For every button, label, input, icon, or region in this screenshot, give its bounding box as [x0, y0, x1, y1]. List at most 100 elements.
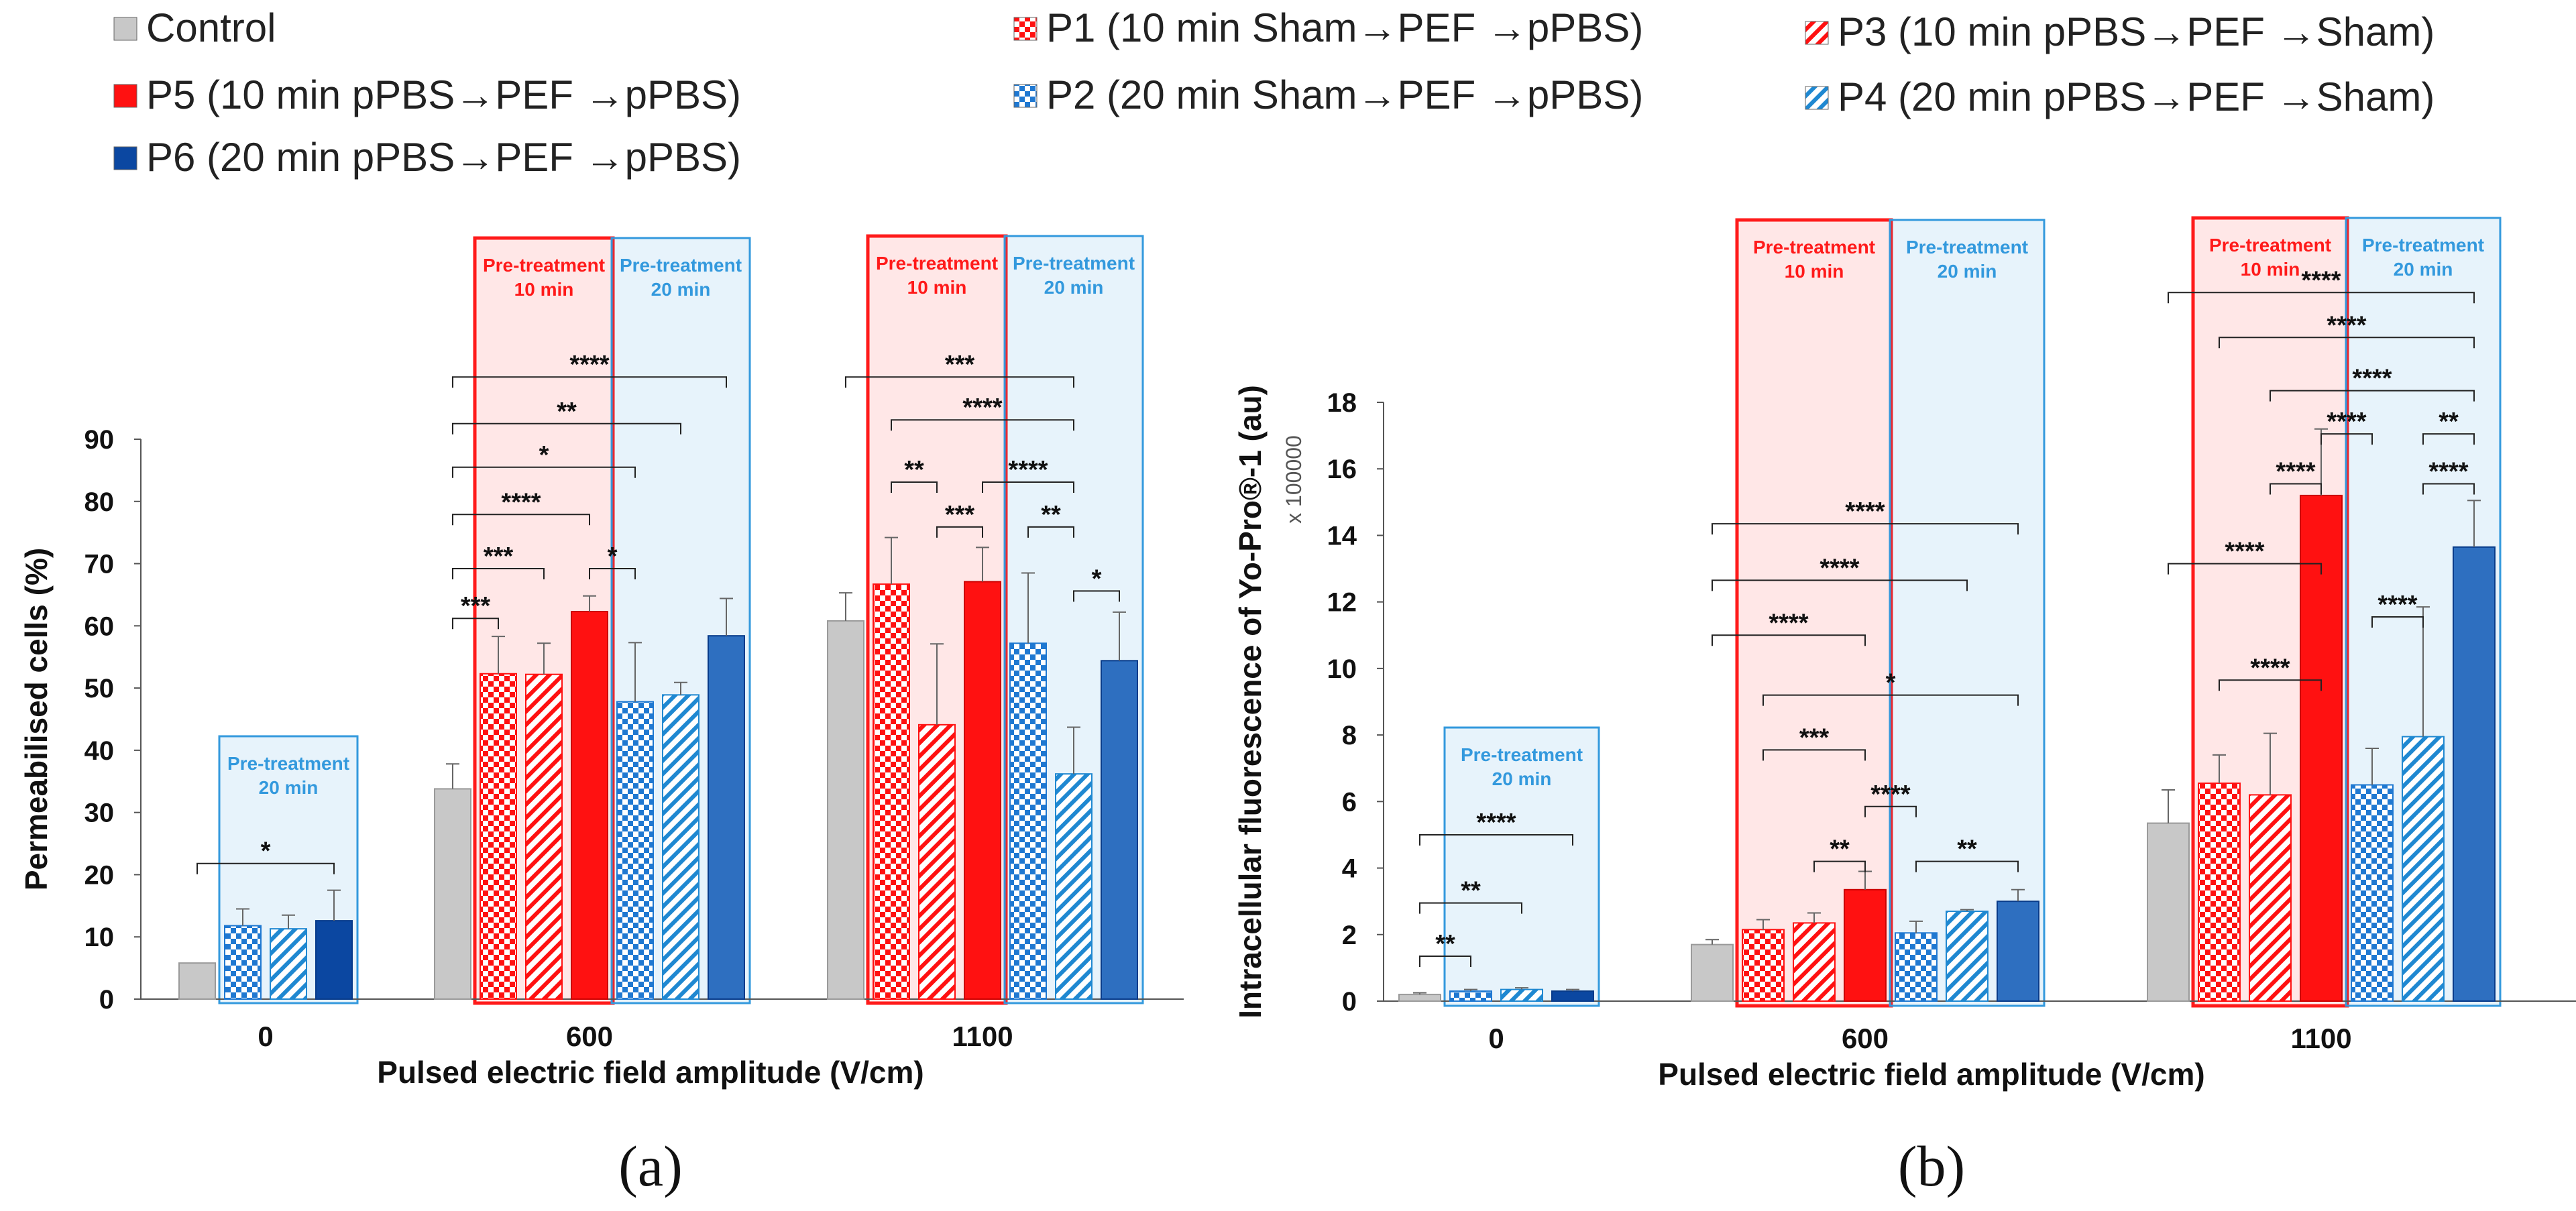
bar-p6 [1551, 990, 1594, 1002]
bar-p1 [2198, 783, 2241, 1002]
y-tick-label: 6 [1342, 787, 1357, 817]
bar-p2 [616, 701, 654, 1000]
significance-bracket [2168, 292, 2475, 304]
significance-bracket [452, 514, 590, 526]
y-tick-label: 8 [1342, 721, 1357, 750]
bar-p4 [1055, 773, 1093, 1000]
y-tick-label: 60 [85, 612, 115, 641]
pretreatment-duration: 20 min [1044, 277, 1104, 298]
significance-label: * [1092, 565, 1102, 593]
panel-label: (a) [618, 1134, 682, 1198]
legend: Control P5 (10 min pPBS→PEF →pPBS) P6 (20 … [113, 5, 2434, 180]
y-tick-label: 18 [1327, 388, 1357, 418]
pretreatment-title: Pre-treatment [227, 753, 349, 774]
legend-swatch-2 [113, 146, 137, 170]
y-tick-label: 90 [85, 425, 115, 455]
significance-bracket [2371, 616, 2424, 628]
pretreatment-title: Pre-treatment [2362, 235, 2484, 255]
significance-label: *** [484, 542, 514, 571]
pretreatment-title: Pre-treatment [483, 255, 605, 276]
pretreatment-title: Pre-treatment [2209, 235, 2331, 255]
bar-control [1398, 994, 1441, 1002]
chart-panel-a: Pre-treatment 20 min Pre-treatment 10 min Pr… [19, 234, 1184, 1198]
significance-bracket [2422, 433, 2475, 445]
significance-bracket [1419, 833, 1573, 846]
significance-bracket [2219, 679, 2322, 691]
pretreatment-title: Pre-treatment [876, 253, 998, 274]
significance-bracket [2320, 433, 2373, 445]
significance-label: ** [1830, 835, 1850, 864]
bar-p5 [2300, 494, 2343, 1002]
bar-p5 [571, 610, 608, 1000]
bar-control [1691, 943, 1734, 1002]
bar-p5 [1844, 888, 1887, 1002]
y-tick-label: 0 [1342, 987, 1357, 1017]
bar-p5 [964, 581, 1001, 1000]
significance-label: ** [1957, 835, 1977, 864]
y-axis-title: Permeabilised cells (%) [19, 548, 54, 890]
pretreatment-duration: 10 min [907, 277, 967, 298]
pretreatment-duration: 20 min [651, 279, 711, 300]
x-axis-title: Pulsed electric field amplitude (V/cm) [1658, 1057, 2204, 1092]
significance-label: **** [2301, 266, 2341, 294]
significance-bracket [452, 376, 727, 388]
significance-bracket [2219, 337, 2475, 349]
bar-p4 [2402, 736, 2445, 1002]
significance-label: **** [2327, 408, 2366, 436]
significance-label: **** [1769, 609, 1808, 637]
significance-bracket [2270, 390, 2475, 402]
pretreatment-box [1735, 218, 1893, 1008]
bar-p1 [480, 673, 517, 1000]
bar-p2 [2351, 784, 2394, 1002]
legend-swatch-5 [1805, 21, 1829, 45]
significance-label: **** [962, 394, 1002, 422]
pretreatment-duration: 20 min [1492, 768, 1552, 789]
significance-label: ** [1461, 877, 1481, 905]
y-tick-label: 10 [85, 923, 115, 952]
significance-label: **** [569, 351, 609, 379]
legend-swatch-0 [113, 17, 137, 41]
significance-bracket [1419, 956, 1471, 968]
bar-p4 [662, 694, 699, 1000]
bar-p4 [1946, 911, 1989, 1002]
significance-bracket [1712, 579, 1968, 591]
significance-bracket [891, 481, 938, 494]
bar-p2 [1895, 932, 1938, 1002]
significance-label: ** [557, 398, 577, 426]
y-tick-label: 10 [1327, 654, 1357, 684]
bar-control [827, 620, 864, 1000]
bar-p1 [1742, 929, 1785, 1002]
significance-label: **** [501, 488, 541, 516]
significance-label: * [608, 542, 618, 571]
bar-p6 [1101, 660, 1138, 1000]
significance-label: ** [1041, 501, 1061, 529]
significance-label: **** [1845, 498, 1885, 526]
significance-label: **** [2352, 365, 2392, 393]
significance-bracket [1915, 860, 2019, 872]
legend-swatch-4 [1013, 84, 1038, 108]
pretreatment-duration: 10 min [2241, 259, 2300, 280]
significance-label: *** [945, 351, 975, 379]
pretreatment-duration: 20 min [1938, 261, 1997, 282]
significance-label: * [1886, 669, 1896, 697]
bar-p3 [1793, 922, 1836, 1002]
x-tick-label: 600 [1842, 1023, 1889, 1054]
significance-label: *** [945, 501, 975, 529]
bar-p6 [708, 635, 745, 1000]
legend-label-1: P5 (10 min pPBS→PEF →pPBS) [146, 72, 741, 117]
y-tick-label: 14 [1327, 521, 1357, 551]
y-tick-label: 4 [1342, 854, 1357, 884]
significance-bracket [1762, 694, 2019, 706]
pretreatment-title: Pre-treatment [1906, 237, 2028, 257]
pretreatment-duration: 10 min [514, 279, 574, 300]
significance-label: *** [1799, 724, 1830, 752]
significance-bracket [2270, 483, 2322, 495]
x-tick-label: 1100 [2290, 1023, 2351, 1054]
pretreatment-box [1889, 219, 2046, 1007]
bar-p4 [1500, 988, 1543, 1002]
bar-p6 [1997, 901, 2039, 1002]
significance-bracket [1762, 749, 1866, 761]
significance-label: **** [1008, 456, 1048, 484]
significance-bracket [1073, 590, 1120, 602]
